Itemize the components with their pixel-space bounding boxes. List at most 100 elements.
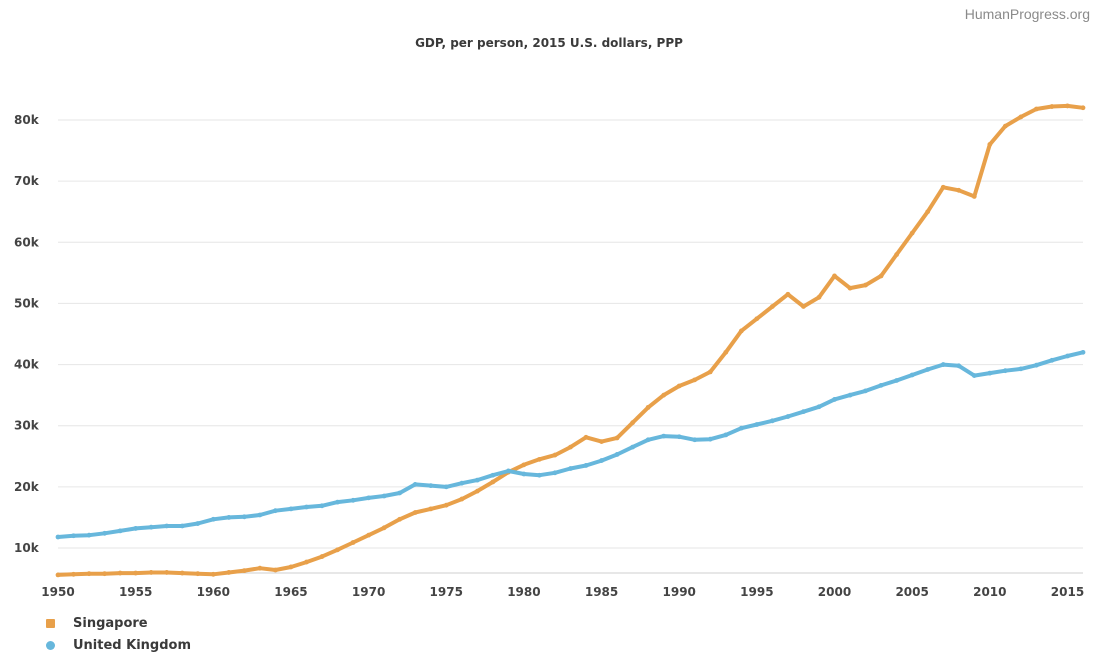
data-point-singapore: [148, 570, 154, 575]
data-point-singapore: [55, 572, 61, 578]
data-point-singapore: [335, 547, 340, 553]
data-point-united-kingdom: [304, 504, 309, 510]
data-point-united-kingdom: [630, 444, 636, 450]
data-point-united-kingdom: [614, 452, 620, 457]
data-point-singapore: [474, 488, 480, 494]
x-tick-label: 1970: [352, 585, 385, 599]
data-point-singapore: [521, 462, 527, 468]
data-point-singapore: [863, 282, 868, 288]
x-tick-label: 1985: [585, 585, 618, 599]
data-point-united-kingdom: [1049, 357, 1055, 363]
y-tick-label: 70k: [14, 174, 40, 188]
data-point-united-kingdom: [257, 512, 263, 518]
data-point-singapore: [754, 316, 760, 322]
legend-item-united-kingdom[interactable]: United Kingdom: [46, 634, 191, 656]
y-tick-label: 50k: [14, 296, 40, 310]
data-point-singapore: [241, 568, 247, 574]
y-tick-label: 80k: [14, 113, 40, 127]
data-point-singapore: [366, 532, 372, 538]
data-point-singapore: [568, 444, 573, 450]
data-point-united-kingdom: [894, 378, 900, 383]
data-point-singapore: [179, 570, 185, 576]
series-line-united-kingdom: [56, 350, 1085, 539]
data-point-united-kingdom: [599, 458, 604, 463]
data-point-united-kingdom: [738, 425, 744, 431]
data-point-united-kingdom: [940, 362, 946, 367]
data-point-united-kingdom: [148, 524, 154, 530]
data-point-singapore: [987, 142, 993, 147]
data-point-united-kingdom: [366, 495, 372, 501]
data-point-singapore: [304, 559, 309, 565]
data-point-singapore: [552, 452, 558, 458]
data-point-united-kingdom: [521, 471, 527, 477]
data-point-singapore: [738, 328, 744, 334]
x-axis-ticks: 1950 1955 1960 1965 1970 1975 1980 1985 1990 1995…: [41, 585, 1084, 599]
legend-label-united-kingdom: United Kingdom: [73, 637, 192, 653]
data-point-united-kingdom: [537, 472, 542, 478]
data-point-singapore: [102, 571, 107, 577]
data-point-singapore: [443, 502, 449, 508]
x-tick-label: 1950: [41, 585, 74, 599]
data-point-united-kingdom: [816, 404, 822, 410]
data-point-singapore: [86, 571, 92, 577]
legend-swatch-united-kingdom: [46, 640, 55, 650]
data-point-singapore: [971, 194, 977, 199]
data-point-united-kingdom: [1002, 368, 1008, 374]
data-point-singapore: [723, 349, 729, 355]
data-point-singapore: [459, 496, 465, 502]
series-lines: [55, 103, 1086, 578]
data-point-singapore: [894, 252, 900, 257]
data-point-singapore: [583, 434, 589, 440]
data-point-united-kingdom: [552, 470, 558, 476]
data-point-united-kingdom: [428, 483, 434, 489]
x-tick-label: 1955: [119, 585, 152, 599]
y-tick-label: 40k: [14, 358, 40, 372]
data-point-united-kingdom: [785, 414, 791, 419]
data-point-singapore: [614, 435, 620, 441]
data-point-united-kingdom: [335, 499, 340, 505]
data-point-united-kingdom: [925, 367, 931, 372]
data-point-united-kingdom: [707, 436, 713, 442]
data-point-singapore: [1080, 105, 1086, 111]
data-point-singapore: [428, 506, 434, 512]
data-point-singapore: [210, 571, 216, 577]
data-point-singapore: [195, 571, 201, 577]
data-point-singapore: [707, 369, 713, 375]
data-point-united-kingdom: [412, 482, 418, 487]
data-point-singapore: [412, 510, 418, 515]
data-point-singapore: [909, 230, 915, 236]
data-point-singapore: [273, 567, 278, 573]
x-tick-label: 2000: [818, 585, 851, 599]
x-tick-label: 2005: [895, 585, 928, 599]
data-point-united-kingdom: [55, 534, 61, 540]
data-point-singapore: [692, 377, 698, 383]
data-point-singapore: [133, 570, 139, 576]
y-tick-label: 60k: [14, 235, 40, 249]
data-point-singapore: [288, 564, 294, 570]
data-point-singapore: [785, 291, 791, 297]
data-point-united-kingdom: [645, 437, 651, 443]
data-point-singapore: [257, 565, 263, 571]
legend-item-singapore[interactable]: Singapore: [46, 612, 191, 634]
data-point-united-kingdom: [226, 515, 232, 520]
data-point-singapore: [164, 570, 170, 575]
data-point-united-kingdom: [832, 397, 837, 402]
data-point-united-kingdom: [381, 493, 387, 499]
data-point-united-kingdom: [863, 388, 868, 394]
data-point-united-kingdom: [179, 523, 185, 529]
grid-lines: [58, 119, 1083, 574]
data-point-singapore: [1034, 106, 1039, 112]
x-tick-label: 1960: [197, 585, 230, 599]
y-tick-label: 10k: [14, 541, 40, 555]
data-point-singapore: [832, 273, 837, 279]
data-point-singapore: [1002, 123, 1008, 129]
data-point-singapore: [226, 570, 232, 575]
source-label[interactable]: HumanProgress.org: [964, 6, 1090, 22]
x-tick-label: 2010: [973, 585, 1006, 599]
data-point-singapore: [537, 456, 542, 462]
data-point-united-kingdom: [86, 532, 92, 538]
x-tick-label: 1980: [507, 585, 540, 599]
data-point-singapore: [847, 285, 853, 291]
data-point-united-kingdom: [847, 392, 853, 398]
